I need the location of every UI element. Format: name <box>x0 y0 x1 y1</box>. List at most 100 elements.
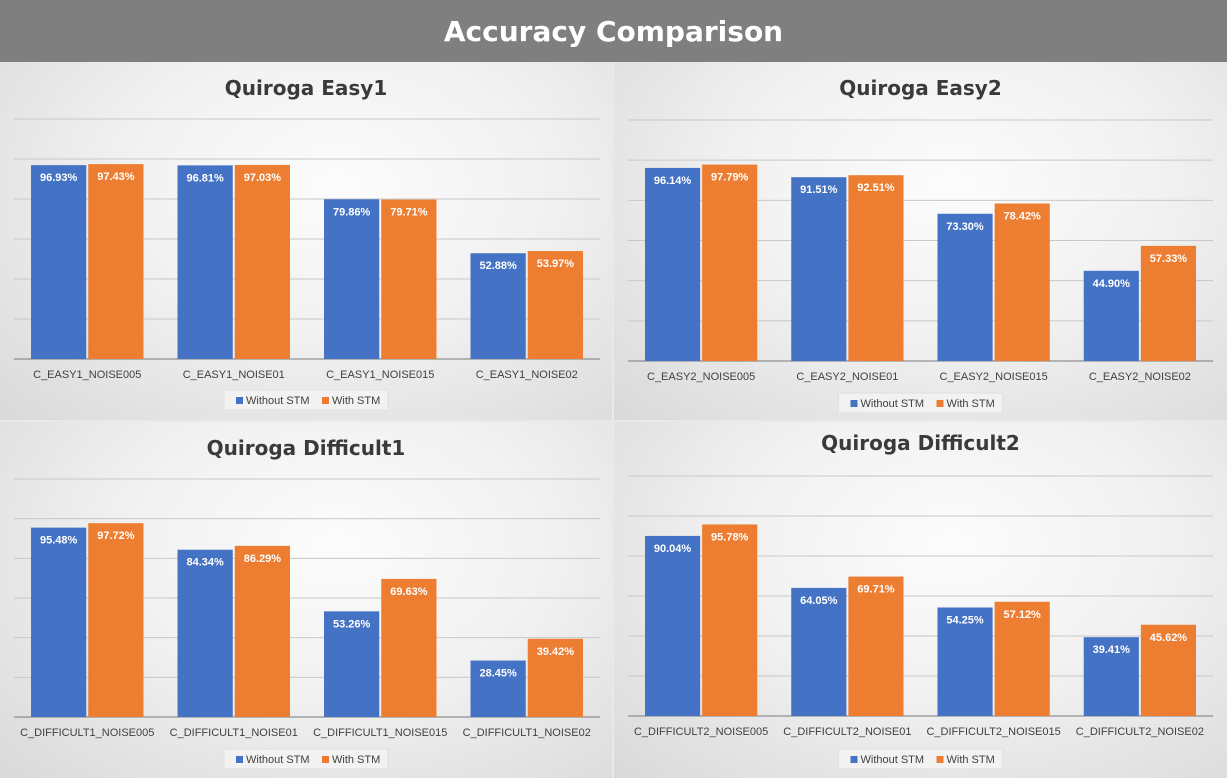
bar-without-stm <box>791 177 847 361</box>
bar-with-stm <box>702 164 758 361</box>
legend-label: Without STM <box>246 395 310 407</box>
legend-label: With STM <box>947 398 995 410</box>
data-label: 97.79% <box>711 172 749 184</box>
chart-panel-easy1: Quiroga Easy1 96.93% 97.43% C_EASY1_NOISE00… <box>0 62 612 420</box>
data-label: 44.90% <box>1093 278 1131 290</box>
data-label: 84.34% <box>186 557 224 569</box>
bar-with-stm <box>1140 245 1197 361</box>
legend-label: With STM <box>947 754 995 766</box>
chart-title: Quiroga Difficult2 <box>821 431 1020 455</box>
bar-without-stm <box>324 199 380 359</box>
data-label: 53.26% <box>333 618 371 630</box>
data-label: 96.81% <box>186 172 224 184</box>
legend-swatch-with-stm <box>322 397 329 404</box>
category-label: C_EASY1_NOISE02 <box>476 369 578 381</box>
bar-without-stm <box>937 607 993 716</box>
legend-box <box>838 392 1003 414</box>
data-label: 79.71% <box>390 207 428 219</box>
bar-with-stm <box>381 199 437 359</box>
bar-without-stm <box>31 527 87 717</box>
category-label: C_DIFFICULT2_NOISE01 <box>783 726 911 738</box>
bar-with-stm <box>234 164 290 359</box>
bar-without-stm <box>31 165 87 359</box>
category-label: C_EASY1_NOISE015 <box>326 369 434 381</box>
chart-svg: Quiroga Difficult2 90.04% 95.78% C_DIFFICUL… <box>628 431 1213 770</box>
data-label: 64.05% <box>800 595 838 607</box>
bar-with-stm <box>994 601 1050 716</box>
data-label: 45.62% <box>1150 632 1188 644</box>
data-label: 39.42% <box>537 646 575 658</box>
bar-with-stm <box>527 251 583 359</box>
category-label: C_EASY1_NOISE005 <box>33 369 141 381</box>
chart-panel-difficult2: Quiroga Difficult2 90.04% 95.78% C_DIFFICUL… <box>614 422 1227 778</box>
bar-without-stm <box>937 213 993 361</box>
data-label: 97.03% <box>244 172 282 184</box>
chart-svg: Quiroga Difficult1 95.48% 97.72% C_DIFFICUL… <box>14 436 600 770</box>
bar-without-stm <box>644 167 701 361</box>
legend-swatch-without-stm <box>236 397 243 404</box>
legend-swatch-without-stm <box>850 756 858 763</box>
bar-without-stm <box>1083 637 1139 716</box>
bar-with-stm <box>234 545 290 717</box>
category-label: C_DIFFICULT1_NOISE015 <box>313 727 447 739</box>
legend-label: Without STM <box>861 398 925 410</box>
data-label: 92.51% <box>857 182 895 194</box>
bar-with-stm <box>88 164 144 359</box>
chart-svg: Quiroga Easy1 96.93% 97.43% C_EASY1_NOISE00… <box>14 76 600 411</box>
data-label: 52.88% <box>479 260 517 272</box>
data-label: 39.41% <box>1093 644 1131 656</box>
data-label: 73.30% <box>946 221 984 233</box>
category-label: C_DIFFICULT1_NOISE02 <box>463 727 591 739</box>
legend-box <box>223 748 389 770</box>
category-label: C_DIFFICULT2_NOISE015 <box>926 726 1060 738</box>
data-label: 54.25% <box>946 615 984 627</box>
data-label: 95.48% <box>40 535 78 547</box>
legend-label: Without STM <box>246 754 310 766</box>
chart-title: Quiroga Easy2 <box>839 76 1002 100</box>
bar-with-stm <box>1140 624 1197 716</box>
data-label: 28.45% <box>479 668 517 680</box>
data-label: 69.71% <box>857 584 895 596</box>
chart-title: Quiroga Easy1 <box>225 76 388 100</box>
data-label: 96.14% <box>654 175 692 187</box>
legend-label: With STM <box>332 395 380 407</box>
legend-swatch-with-stm <box>322 756 329 763</box>
chart-svg: Quiroga Easy2 96.14% 97.79% C_EASY2_NOISE00… <box>628 76 1213 414</box>
bar-without-stm <box>644 535 701 716</box>
data-label: 79.86% <box>333 206 371 218</box>
category-label: C_DIFFICULT2_NOISE02 <box>1076 726 1204 738</box>
data-label: 97.43% <box>97 171 135 183</box>
category-label: C_EASY2_NOISE01 <box>796 371 898 383</box>
legend-swatch-with-stm <box>936 400 944 407</box>
legend-swatch-with-stm <box>936 756 944 763</box>
data-label: 86.29% <box>244 553 282 565</box>
legend-swatch-without-stm <box>236 756 243 763</box>
chart-title: Quiroga Difficult1 <box>207 436 406 460</box>
bar-without-stm <box>324 611 380 717</box>
category-label: C_EASY1_NOISE01 <box>183 369 285 381</box>
legend-label: With STM <box>332 754 380 766</box>
bar-with-stm <box>848 175 904 361</box>
bar-without-stm <box>1083 270 1139 361</box>
bar-without-stm <box>177 549 233 717</box>
page-title: Accuracy Comparison <box>443 14 784 48</box>
legend-label: Without STM <box>861 754 925 766</box>
legend-swatch-without-stm <box>850 400 858 407</box>
data-label: 69.63% <box>390 586 428 598</box>
category-label: C_DIFFICULT2_NOISE005 <box>634 726 768 738</box>
page-banner: Accuracy Comparison <box>0 0 1227 62</box>
data-label: 97.72% <box>97 530 135 542</box>
bar-without-stm <box>470 253 526 359</box>
bar-with-stm <box>381 578 437 717</box>
chart-panel-easy2: Quiroga Easy2 96.14% 97.79% C_EASY2_NOISE00… <box>614 62 1227 420</box>
category-label: C_EASY2_NOISE02 <box>1089 371 1191 383</box>
bar-without-stm <box>791 587 847 716</box>
category-label: C_DIFFICULT1_NOISE01 <box>170 727 298 739</box>
legend-box <box>223 389 389 411</box>
data-label: 96.93% <box>40 172 78 184</box>
data-label: 90.04% <box>654 543 692 555</box>
data-label: 91.51% <box>800 184 838 196</box>
category-label: C_EASY2_NOISE005 <box>647 371 755 383</box>
category-label: C_EASY2_NOISE015 <box>940 371 1048 383</box>
data-label: 57.12% <box>1004 609 1042 621</box>
